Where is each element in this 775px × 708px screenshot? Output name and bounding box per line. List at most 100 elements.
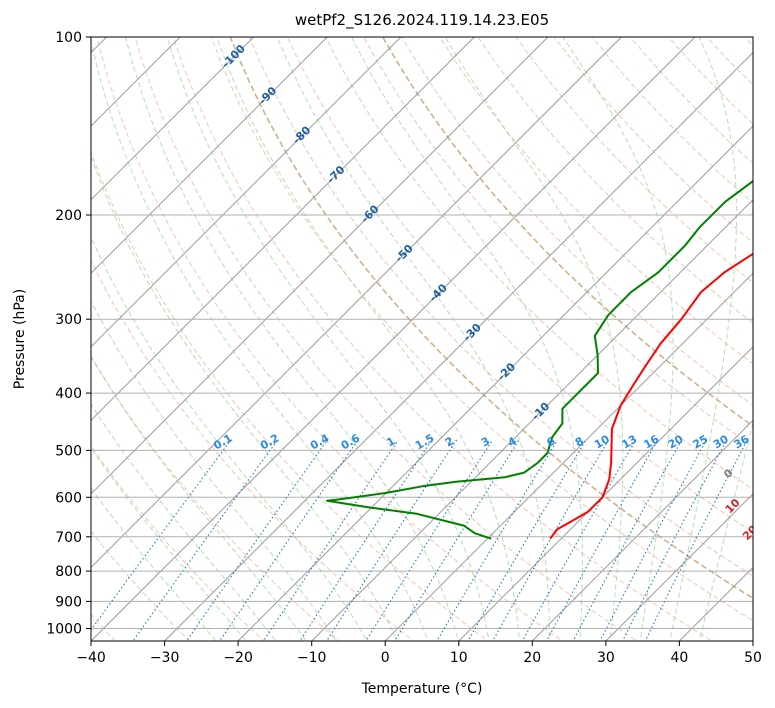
moist-adiabat-line	[91, 235, 368, 641]
x-tick-label: −30	[150, 650, 180, 666]
y-axis-label: Pressure (hPa)	[12, 289, 28, 389]
dry-adiabat-line	[91, 444, 265, 641]
dry-adiabat-line	[91, 530, 191, 641]
x-tick-label: 10	[450, 650, 468, 666]
x-tick-label: 40	[670, 650, 688, 666]
moist-adiabat-line	[669, 37, 737, 641]
y-tick-label: 500	[55, 443, 82, 459]
mixing-ratio-lines	[91, 439, 748, 641]
x-tick-label: 50	[744, 650, 762, 666]
dry-adiabat-line	[96, 37, 564, 641]
dry-adiabat-line	[324, 37, 753, 490]
moist-adiabat-line	[91, 155, 398, 641]
mixing-ratio-line	[299, 439, 433, 641]
mixing-ratio-line	[436, 439, 559, 641]
mixing-ratio-line	[492, 439, 610, 641]
y-tick-label: 400	[55, 386, 82, 402]
mixing-ratio-line	[545, 439, 659, 641]
mixing-ratio-line	[599, 439, 707, 641]
y-axis-ticks: 100 200 300 400 500 600 700 800 900 1000	[46, 30, 91, 638]
y-tick-label: 800	[55, 564, 82, 580]
moist-adiabat-line	[166, 37, 490, 641]
moist-adiabat-line	[444, 37, 624, 641]
mixing-ratio-line	[132, 439, 279, 641]
x-axis-label: Temperature (°C)	[361, 681, 483, 697]
moist-adiabat-line	[91, 354, 307, 641]
x-tick-label: −40	[76, 650, 106, 666]
plot-frame	[90, 36, 754, 642]
mixing-ratio-line	[644, 439, 748, 641]
dry-adiabat-line	[172, 37, 713, 641]
moist-adiabat-line	[562, 37, 674, 641]
isotherm-line	[91, 37, 696, 641]
isotherm-line	[311, 198, 753, 641]
mixing-ratio-line	[326, 439, 458, 641]
dry-adiabat-line	[439, 37, 753, 365]
moist-adiabat-line	[91, 487, 217, 641]
dry-adiabat-line	[363, 37, 753, 448]
isotherm-line	[91, 37, 622, 569]
dry-adiabat-line	[210, 37, 753, 622]
y-tick-label: 1000	[46, 622, 82, 638]
moist-adiabat-line	[91, 38, 429, 641]
isotherm-line	[91, 37, 255, 201]
dewpoint-profile-line	[326, 179, 753, 540]
y-tick-label: 600	[55, 490, 82, 506]
profile-series	[326, 179, 753, 540]
x-axis-ticks: −40 −30 −20 −10 0 10 20 30 40 50	[76, 641, 762, 666]
isotherm-line	[91, 37, 475, 422]
isotherm-line	[384, 272, 753, 641]
plot-area: -100-90-80-70-60-50-40-30-20-100.1 0.2 0.4…	[91, 37, 753, 641]
moist-adiabat-line	[91, 300, 338, 641]
dry-adiabat-line	[91, 150, 489, 641]
isotherm-line	[91, 37, 549, 495]
dry-adiabat-line	[134, 37, 639, 641]
x-tick-label: 20	[523, 650, 541, 666]
mixing-ratio-line	[91, 439, 232, 631]
isotherm-line	[164, 51, 753, 641]
dry-adiabat-line	[515, 37, 753, 284]
moist-adiabat-line	[699, 420, 753, 641]
y-tick-label: 900	[55, 594, 82, 610]
isotherm-line	[237, 125, 753, 641]
temperature-profile-line	[549, 252, 753, 540]
x-tick-label: −10	[297, 650, 327, 666]
mixing-ratio-line	[572, 439, 683, 641]
dry-adiabat-line	[248, 37, 753, 577]
y-tick-label: 700	[55, 530, 82, 546]
x-tick-label: 0	[381, 650, 390, 666]
moist-adiabat-line	[351, 37, 583, 641]
isotherms	[91, 37, 753, 641]
y-tick-label: 200	[55, 208, 82, 224]
moist-adiabats	[91, 37, 753, 641]
y-tick-label: 100	[55, 30, 82, 46]
x-tick-label: −20	[223, 650, 253, 666]
special-dry-adiabat-line	[381, 37, 753, 428]
isotherm-line	[91, 37, 328, 274]
dry-adiabat-line	[91, 355, 340, 641]
chart-title: wetPf2_S126.2024.119.14.23.E05	[295, 11, 549, 30]
mixing-ratio-line	[621, 439, 728, 641]
mixing-ratio-line	[219, 439, 359, 641]
mixing-ratio-line	[521, 439, 637, 641]
dry-adiabat-line	[91, 259, 415, 641]
mixing-ratio-line	[365, 439, 494, 641]
moist-adiabat-line	[276, 37, 551, 641]
moist-adiabat-line	[91, 446, 247, 641]
mixing-ratio-line	[394, 439, 520, 641]
y-tick-label: 300	[55, 312, 82, 328]
moist-adiabat-line	[124, 37, 460, 641]
moist-adiabat-line	[216, 37, 520, 641]
isotherm-line	[531, 419, 753, 641]
dry-adiabat-line	[477, 37, 753, 324]
mixing-ratio-line	[467, 439, 587, 641]
pressure-gridlines	[91, 37, 753, 629]
x-tick-label: 30	[597, 650, 615, 666]
isotherm-line	[458, 346, 753, 641]
moist-adiabat-line	[91, 403, 277, 641]
dry-adiabats	[91, 37, 753, 641]
isotherm-line	[91, 37, 402, 348]
